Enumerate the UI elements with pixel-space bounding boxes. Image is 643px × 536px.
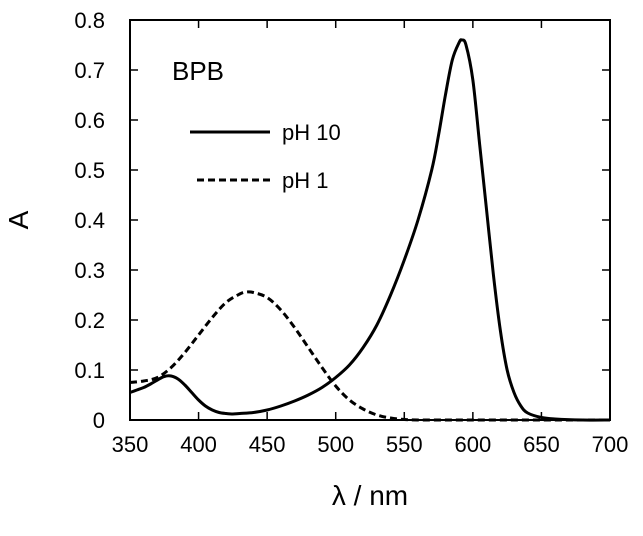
x-tick-label: 500 <box>317 432 354 457</box>
x-axis-title: λ / nm <box>332 480 408 511</box>
y-tick-label: 0.5 <box>74 158 105 183</box>
y-tick-label: 0.1 <box>74 358 105 383</box>
y-tick-label: 0.8 <box>74 8 105 33</box>
series-line-ph10 <box>129 38 611 422</box>
y-tick-label: 0.4 <box>74 208 105 233</box>
tick-labels: 350 400 450 500 550 600 650 700 0 0.1 0.2 0.3 0.4 0.5… <box>74 8 628 457</box>
annotation-label: BPB <box>172 56 224 86</box>
x-tick-label: 450 <box>249 432 286 457</box>
x-tick-label: 650 <box>523 432 560 457</box>
y-tick-label: 0.3 <box>74 258 105 283</box>
series-line-ph1 <box>129 290 610 422</box>
x-tick-label: 600 <box>454 432 491 457</box>
x-tick-label: 400 <box>180 432 217 457</box>
x-tick-label: 350 <box>112 432 149 457</box>
y-tick-label: 0 <box>93 408 105 433</box>
y-tick-label: 0.2 <box>74 308 105 333</box>
y-tick-label: 0.7 <box>74 58 105 83</box>
series-layer <box>129 38 611 422</box>
y-axis-title: A <box>3 210 34 229</box>
legend-label-ph1: pH 1 <box>282 168 328 193</box>
x-tick-label: 550 <box>386 432 423 457</box>
y-tick-label: 0.6 <box>74 108 105 133</box>
x-tick-label: 700 <box>592 432 629 457</box>
legend: pH 10 pH 1 <box>190 120 341 193</box>
legend-label-ph10: pH 10 <box>282 120 341 145</box>
